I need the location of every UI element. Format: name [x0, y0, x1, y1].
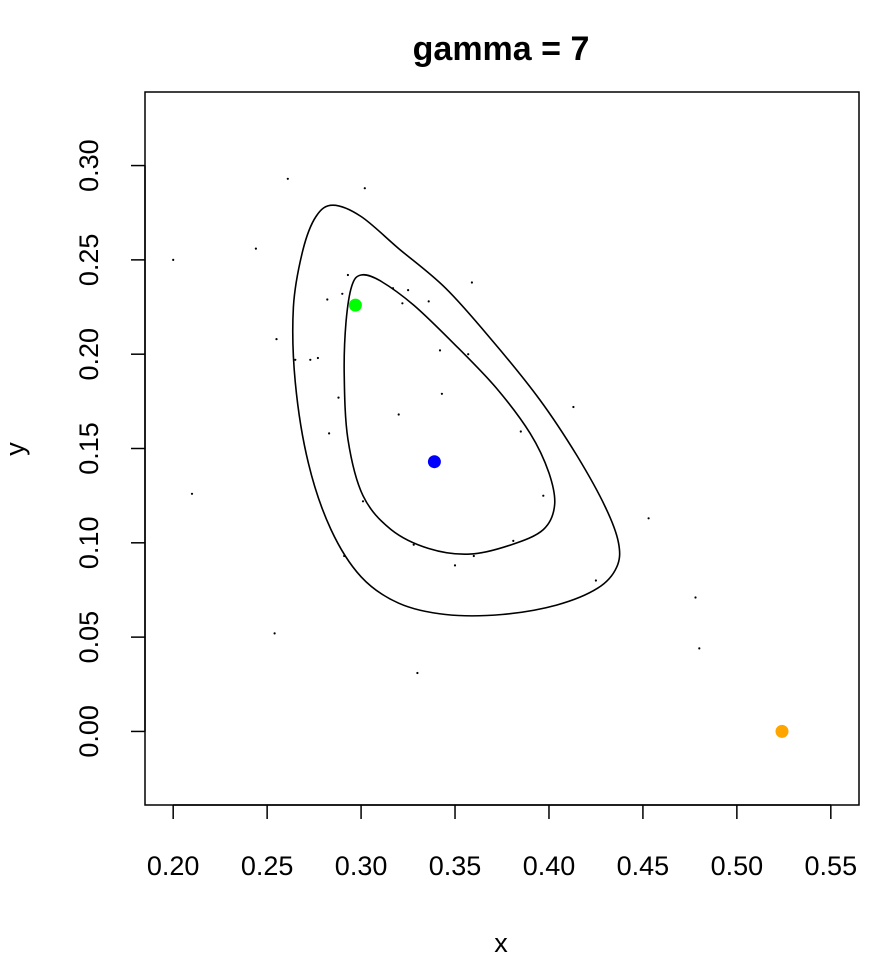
- data-point: [397, 413, 400, 416]
- y-tick-label: 0.30: [74, 139, 104, 192]
- data-point: [594, 579, 598, 582]
- highlight-points: [348, 298, 789, 738]
- x-tick-label: 0.55: [805, 851, 858, 881]
- plot-frame: [144, 91, 860, 806]
- data-point: [647, 517, 650, 520]
- data-point: [361, 500, 365, 503]
- data-point: [316, 356, 319, 360]
- data-point: [363, 187, 366, 190]
- data-point: [326, 298, 329, 301]
- data-point: [472, 554, 475, 558]
- y-axis-label: y: [0, 442, 30, 456]
- data-point: [401, 302, 404, 305]
- data-point: [190, 492, 194, 495]
- y-tick-label: 0.05: [74, 611, 104, 664]
- x-tick-label: 0.25: [241, 851, 294, 881]
- data-point: [416, 671, 419, 675]
- data-point: [343, 554, 346, 558]
- data-point: [275, 338, 278, 341]
- y-axis: 0.00 0.05 0.10 0.15 0.20 0.25 0.30: [74, 139, 146, 758]
- y-tick-label: 0.20: [74, 328, 104, 381]
- x-axis: 0.20 0.25 0.30 0.35 0.40 0.45 0.50 0.55: [147, 804, 858, 881]
- y-tick-label: 0.10: [74, 517, 104, 570]
- data-point: [172, 258, 175, 261]
- x-tick-label: 0.45: [617, 851, 670, 881]
- data-point: [694, 596, 697, 599]
- data-point: [470, 281, 473, 284]
- data-point: [438, 349, 442, 352]
- data-point: [427, 300, 430, 303]
- data-point: [391, 287, 395, 290]
- x-tick-label: 0.20: [147, 851, 200, 881]
- y-tick-label: 0.25: [74, 234, 104, 287]
- x-tick-label: 0.30: [335, 851, 388, 881]
- data-point: [407, 289, 410, 292]
- data-point: [286, 177, 289, 180]
- data-point: [453, 564, 457, 567]
- y-tick-label: 0.15: [74, 422, 104, 475]
- data-point: [273, 632, 276, 635]
- data-point: [467, 353, 470, 356]
- data-point: [328, 432, 331, 435]
- x-tick-label: 0.40: [523, 851, 576, 881]
- highlight-point: [775, 724, 789, 738]
- data-point: [519, 430, 522, 433]
- data-point: [346, 273, 349, 277]
- data-point: [337, 396, 340, 399]
- data-point: [412, 543, 415, 546]
- highlight-point: [427, 455, 441, 469]
- data-point: [254, 247, 257, 250]
- data-point: [512, 539, 515, 543]
- x-tick-label: 0.35: [429, 851, 482, 881]
- data-point: [698, 647, 701, 650]
- highlight-point: [348, 298, 362, 312]
- data-point: [341, 292, 344, 295]
- contour-outer: [292, 204, 621, 617]
- contour-inner: [343, 273, 556, 556]
- data-points: [172, 177, 701, 675]
- data-point: [294, 358, 297, 361]
- data-point: [572, 405, 575, 409]
- y-tick-label: 0.00: [74, 705, 104, 758]
- density-contours: [292, 204, 621, 617]
- x-tick-label: 0.50: [711, 851, 764, 881]
- x-axis-label: x: [494, 928, 508, 958]
- chart-title: gamma = 7: [413, 30, 590, 68]
- data-point: [542, 494, 545, 497]
- data-point: [440, 392, 443, 395]
- data-point: [309, 358, 312, 361]
